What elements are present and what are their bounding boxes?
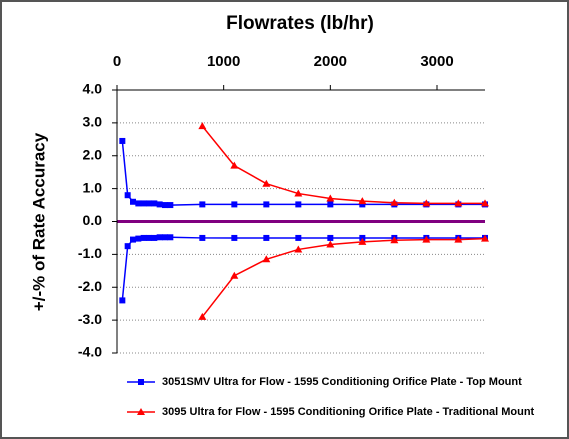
y-tick-label: 3.0 xyxy=(83,114,103,130)
chart-title: Flowrates (lb/hr) xyxy=(226,13,374,34)
data-point xyxy=(358,197,367,205)
data-point xyxy=(295,201,302,208)
data-point xyxy=(422,199,431,207)
data-point xyxy=(327,201,334,208)
x-tick-label: 3000 xyxy=(420,53,453,70)
y-tick-label: 0.0 xyxy=(83,212,103,228)
y-tick-label: -4.0 xyxy=(78,344,102,360)
data-point xyxy=(119,137,126,144)
y-tick-label: 2.0 xyxy=(83,146,103,162)
data-point xyxy=(124,243,131,250)
data-point xyxy=(263,201,270,208)
data-point xyxy=(135,200,142,207)
legend-label: 3095 Ultra for Flow - 1595 Conditioning … xyxy=(162,406,535,418)
data-point xyxy=(454,235,463,243)
y-tick-label: 4.0 xyxy=(83,81,103,97)
data-point xyxy=(359,201,366,208)
data-point xyxy=(151,234,158,241)
legend-marker xyxy=(138,379,144,385)
data-point xyxy=(198,122,207,130)
series-line xyxy=(201,237,486,318)
data-point xyxy=(294,189,303,197)
data-point xyxy=(390,198,399,206)
x-tick-label: 2000 xyxy=(314,53,347,70)
data-point xyxy=(481,234,489,242)
data-point xyxy=(119,297,126,304)
data-point xyxy=(422,235,431,243)
data-point xyxy=(326,240,335,248)
x-tick-label: 1000 xyxy=(207,53,240,70)
data-point xyxy=(199,201,206,208)
data-point xyxy=(327,234,334,241)
data-point xyxy=(135,235,142,242)
data-point xyxy=(230,271,239,279)
data-point xyxy=(146,234,152,241)
data-point xyxy=(167,202,174,209)
data-point xyxy=(294,245,303,253)
data-point xyxy=(140,200,147,207)
y-axis-label: +/-% of Rate Accuracy xyxy=(29,132,48,311)
data-point xyxy=(198,312,207,320)
data-point xyxy=(262,179,271,187)
data-point xyxy=(231,234,238,241)
legend-marker xyxy=(137,408,145,415)
data-point xyxy=(481,199,489,207)
data-point xyxy=(199,234,206,241)
data-point xyxy=(454,199,463,207)
data-point xyxy=(162,202,168,209)
y-tick-label: -2.0 xyxy=(78,278,102,294)
data-point xyxy=(230,161,239,169)
series-line xyxy=(201,125,485,205)
data-point xyxy=(231,201,238,208)
data-point xyxy=(326,194,335,202)
data-point xyxy=(262,255,271,263)
data-point xyxy=(390,236,399,244)
data-point xyxy=(130,236,136,243)
data-point xyxy=(156,234,163,241)
data-point xyxy=(358,237,367,245)
data-point xyxy=(156,201,163,208)
y-tick-label: -1.0 xyxy=(78,245,102,261)
data-point xyxy=(263,234,270,241)
y-tick-label: -3.0 xyxy=(78,311,102,327)
data-point xyxy=(124,192,131,199)
y-tick-label: 1.0 xyxy=(83,179,103,195)
data-point xyxy=(130,198,136,205)
data-point xyxy=(167,234,174,241)
legend-label: 3051SMV Ultra for Flow - 1595 Conditioni… xyxy=(162,376,522,388)
x-tick-label: 0 xyxy=(113,53,121,70)
data-point xyxy=(295,234,302,241)
data-point xyxy=(151,200,158,207)
data-point xyxy=(146,200,152,207)
data-point xyxy=(140,234,147,241)
data-point xyxy=(162,234,168,241)
